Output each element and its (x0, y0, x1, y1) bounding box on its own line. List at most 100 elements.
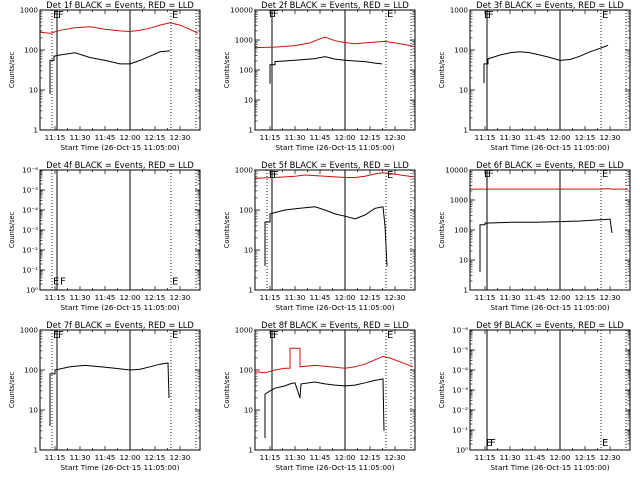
x-tick-label: 11:15 (260, 293, 281, 302)
y-axis-label: Counts/sec (223, 371, 231, 408)
plot-area (470, 170, 628, 290)
plot-area (483, 10, 627, 130)
x-tick-label: 12:15 (575, 133, 596, 142)
x-tick-label: 12:15 (360, 293, 381, 302)
x-tick-label: 12:15 (145, 453, 166, 462)
y-tick-label: 1000 (235, 326, 254, 335)
x-tick-label: 11:15 (260, 453, 281, 462)
y-tick-label: 10⁻² (452, 406, 468, 415)
panel-det8f: Det 8f BLACK = Events, RED = LLD 1 10 100 10… (223, 320, 416, 472)
y-tick-label: 10 (459, 256, 469, 265)
event-marker-e: E (602, 10, 608, 21)
plot-frame (254, 169, 416, 291)
x-tick-label: 11:45 (525, 293, 546, 302)
x-tick-label: 11:15 (260, 133, 281, 142)
y-tick-label: 1000 (450, 6, 469, 15)
plot-frame (39, 9, 201, 131)
plot-area (255, 10, 414, 130)
event-marker-f: F (488, 10, 494, 21)
y-axis-label: Counts/sec (8, 211, 16, 248)
y-tick-label: 10 (244, 96, 254, 105)
y-tick-label: 1000 (235, 36, 254, 45)
event-marker-e: E (172, 330, 178, 341)
x-tick-label: 12:30 (170, 453, 191, 462)
x-tick-label: 11:30 (500, 133, 521, 142)
chart-title: Det 5f BLACK = Events, RED = LLD (261, 160, 409, 170)
x-tick-label: 11:30 (70, 453, 91, 462)
x-axis-label: Start Time (26-Oct-15 11:05:00) (60, 303, 179, 312)
y-axis-label: Counts/sec (438, 371, 446, 408)
x-tick-label: 11:30 (70, 133, 91, 142)
y-axis-label: Counts/sec (8, 371, 16, 408)
event-marker-e: E (53, 10, 59, 21)
y-tick-label: 10⁻¹ (452, 426, 468, 435)
event-marker-e: E (486, 438, 492, 449)
y-tick-label: 1000 (20, 6, 39, 15)
y-tick-label: 100 (239, 66, 253, 75)
x-axis-label: Start Time (26-Oct-15 11:05:00) (275, 143, 394, 152)
y-tick-label: 100 (24, 46, 38, 55)
x-tick-label: 12:00 (120, 293, 141, 302)
y-tick-label: 1000 (450, 196, 469, 205)
event-marker-e: E (484, 169, 490, 180)
x-tick-label: 12:00 (550, 453, 571, 462)
chart-title: Det 2f BLACK = Events, RED = LLD (261, 0, 409, 10)
series-events (49, 362, 170, 426)
chart-title: Det 6f BLACK = Events, RED = LLD (476, 160, 624, 170)
series-lld (255, 347, 414, 374)
plot-frame (254, 329, 416, 451)
panel-det1f: Det 1f BLACK = Events, RED = LLD 1 10 100 10… (8, 0, 201, 152)
x-axis-label: Start Time (26-Oct-15 11:05:00) (275, 303, 394, 312)
x-tick-label: 12:15 (145, 293, 166, 302)
x-tick-label: 12:30 (385, 453, 406, 462)
y-axis-label: Counts/sec (8, 51, 16, 88)
series-lld (470, 188, 628, 190)
x-tick-label: 11:45 (310, 133, 331, 142)
event-marker-e: E (387, 9, 393, 20)
x-tick-label: 12:00 (550, 293, 571, 302)
series-events (264, 206, 388, 266)
event-marker-f: F (490, 438, 496, 449)
plot-area (486, 330, 627, 450)
x-tick-label: 11:45 (95, 293, 116, 302)
y-tick-label: 10 (29, 406, 39, 415)
x-tick-label: 11:45 (95, 453, 116, 462)
x-tick-label: 12:00 (120, 133, 141, 142)
plot-area (255, 330, 414, 450)
x-tick-label: 12:00 (335, 133, 356, 142)
y-tick-label: 100 (454, 226, 468, 235)
x-tick-label: 11:45 (310, 453, 331, 462)
y-tick-label: 10 (459, 86, 469, 95)
plot-frame (254, 9, 416, 131)
event-marker-e: E (387, 330, 393, 341)
x-tick-label: 11:15 (475, 293, 496, 302)
plot-frame (39, 329, 201, 451)
series-lld (40, 22, 199, 34)
y-tick-label: 10⁻³ (452, 386, 468, 395)
x-tick-label: 11:15 (45, 133, 66, 142)
event-marker-e: E (602, 169, 608, 180)
event-marker-e: E (269, 170, 275, 181)
y-tick-label: 1 (33, 126, 38, 135)
chart-title: Det 1f BLACK = Events, RED = LLD (46, 0, 194, 10)
event-marker-f: F (58, 10, 64, 21)
y-tick-label: 1000 (235, 166, 254, 175)
chart-title: Det 9f BLACK = Events, RED = LLD (476, 320, 624, 330)
y-tick-label: 100 (239, 206, 253, 215)
x-tick-label: 11:30 (285, 293, 306, 302)
y-tick-label: 10⁻⁴ (452, 366, 468, 375)
y-tick-label: 10⁰ (26, 286, 38, 295)
plot-area (255, 170, 414, 290)
x-tick-label: 12:00 (335, 453, 356, 462)
y-tick-label: 1 (463, 126, 468, 135)
panel-det9f: Det 9f BLACK = Events, RED = LLD 10⁰ 10⁻¹ 1… (438, 320, 631, 472)
x-tick-label: 11:45 (95, 133, 116, 142)
event-marker-f: F (60, 276, 66, 287)
y-tick-label: 10 (244, 246, 254, 255)
y-tick-label: 10⁻² (22, 246, 38, 255)
x-tick-label: 11:15 (475, 453, 496, 462)
event-marker-e: E (53, 330, 59, 341)
chart-title: Det 4f BLACK = Events, RED = LLD (46, 160, 194, 170)
series-events (49, 50, 171, 94)
plot-frame (469, 329, 631, 451)
